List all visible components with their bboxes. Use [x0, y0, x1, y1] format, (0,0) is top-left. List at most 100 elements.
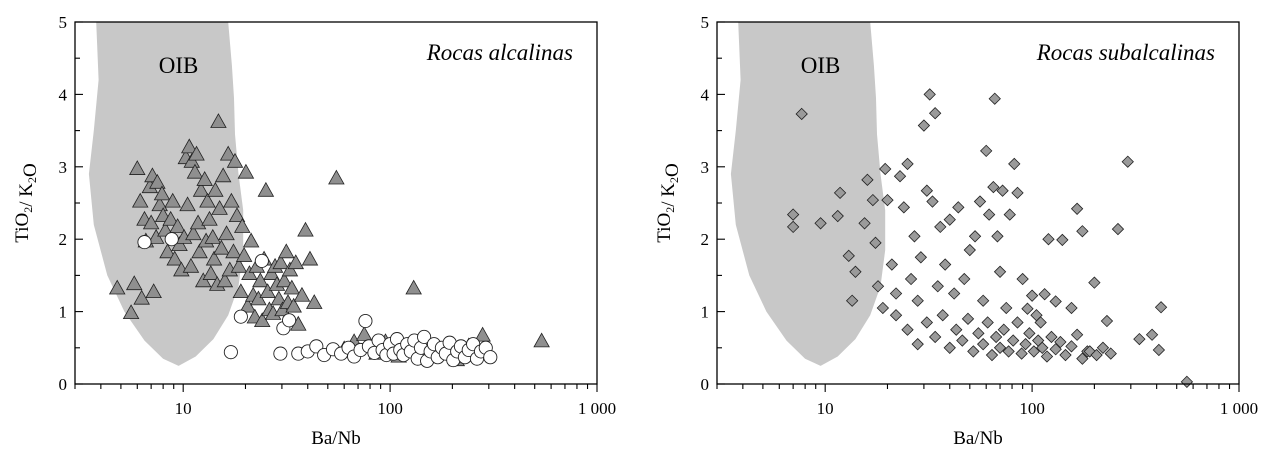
diamond-point [1049, 343, 1062, 356]
oib-region [730, 22, 886, 366]
diamond-point [956, 334, 969, 347]
y-tick-label: 5 [701, 13, 710, 32]
diamond-point [1096, 341, 1110, 354]
diamond-point [958, 272, 971, 286]
triangle-point [235, 247, 253, 262]
triangle-point [355, 325, 373, 341]
triangle-point [297, 221, 314, 237]
diamond-point [926, 195, 939, 208]
triangle-point [405, 279, 422, 295]
diamond-point [786, 208, 800, 221]
diamond-point [833, 186, 847, 200]
oib-label: OIB [159, 53, 199, 78]
y-tick-label: 1 [701, 303, 710, 322]
triangle-point [287, 254, 305, 270]
triangle-point [153, 185, 171, 201]
triangle-point [272, 254, 289, 270]
diamond-point [1180, 375, 1194, 388]
diamond-point [1065, 301, 1078, 315]
diamond-point [897, 201, 911, 214]
diamond-point [1070, 328, 1084, 341]
triangle-point [285, 297, 302, 313]
diamond-point [976, 338, 990, 351]
triangle-point [201, 210, 218, 226]
diamond-point [976, 294, 990, 307]
diamond-point [973, 195, 987, 208]
triangle-point [275, 272, 293, 288]
panel-title: Rocas subalcalinas [1036, 40, 1215, 65]
diamond-point [881, 193, 894, 207]
diamond-point [987, 180, 1000, 194]
diamond-point [1076, 352, 1089, 365]
triangle-point [182, 257, 200, 273]
triangle-point [142, 214, 160, 230]
diamond-point [1034, 316, 1047, 329]
diamond-point [967, 345, 980, 358]
triangle-point [223, 192, 240, 208]
diamond-point [982, 208, 996, 221]
diamond-point [963, 243, 976, 257]
y-tick-label: 0 [701, 375, 710, 394]
circle-point [137, 235, 152, 250]
diamond-point [952, 201, 965, 214]
diamond-point [911, 338, 924, 351]
circle-point [483, 350, 498, 365]
diamond-point [928, 107, 942, 120]
diamond-point [842, 249, 855, 263]
triangle-point [199, 192, 216, 208]
triangle-point [216, 272, 234, 288]
circle-point [282, 313, 297, 328]
y-tick-label: 4 [701, 85, 710, 104]
chart-panel-2: 0 1 2 3 4 5 10 100 1 000 Ba/Nb TiO2/ K2O Rocas suba… [654, 13, 1258, 449]
diamond-point [996, 184, 1009, 197]
triangle-point [129, 160, 146, 175]
diamond-point [1090, 348, 1103, 362]
triangle-point [202, 265, 220, 280]
oib-label: OIB [801, 53, 841, 78]
circle-point [223, 345, 238, 360]
diamond-point [904, 272, 918, 286]
diamond-point [947, 287, 961, 300]
triangle-point [239, 297, 256, 313]
diamond-point [972, 327, 985, 340]
triangle-point [147, 228, 165, 244]
triangle-point [166, 250, 183, 266]
triangle-point [533, 332, 550, 348]
diamond-point [1016, 272, 1029, 286]
x-tick-label: 10 [817, 399, 834, 418]
triangle-point [328, 169, 345, 185]
diamond-point [869, 236, 882, 249]
diamond-point [1003, 208, 1016, 221]
triangle-point [162, 210, 179, 226]
triangle-point [179, 196, 196, 212]
x-axis-title: Ba/Nb [953, 428, 1003, 449]
diamond-point [943, 341, 956, 354]
y-tick-label: 1 [59, 303, 68, 322]
diamond-point [968, 230, 982, 243]
triangle-point [233, 218, 251, 233]
triangle-point [205, 250, 223, 266]
y-tick-label: 2 [701, 230, 710, 249]
diamond-point [1036, 341, 1049, 354]
diamond-point [1059, 348, 1072, 362]
circle-point [358, 313, 373, 329]
triangle-point [186, 163, 204, 179]
triangle-point [283, 279, 301, 295]
diamond-point [914, 251, 928, 264]
triangle-point [122, 304, 140, 320]
triangle-point [218, 225, 235, 241]
diamond-point [991, 230, 1004, 243]
y-tick-label: 2 [59, 230, 68, 249]
diamond-point [993, 265, 1007, 278]
x-tick-label: 1 000 [578, 399, 616, 418]
diamond-point [980, 144, 993, 158]
diamond-point [934, 220, 947, 234]
triangle-point [185, 225, 202, 241]
triangle-point [180, 138, 198, 154]
triangle-point [159, 243, 176, 259]
diamond-point [923, 88, 936, 101]
triangle-point [133, 289, 150, 305]
diamond-point [876, 301, 890, 315]
diamond-point [879, 162, 892, 176]
